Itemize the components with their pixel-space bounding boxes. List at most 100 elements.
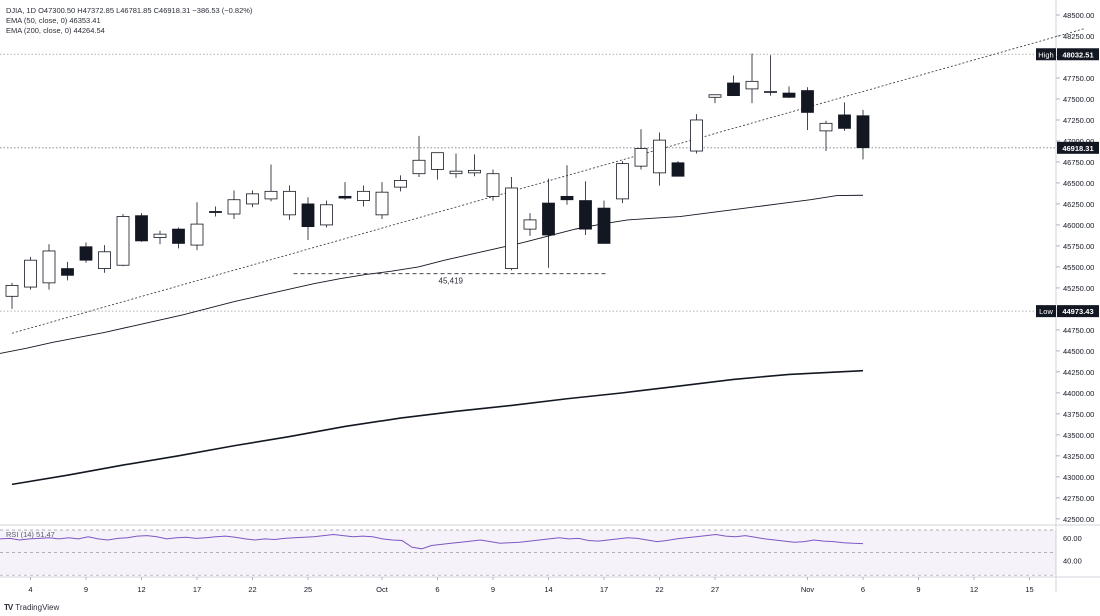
candle-body[interactable] <box>264 190 278 200</box>
rsi-legend[interactable]: RSI (14) 51.47 <box>6 530 55 539</box>
candle-body[interactable] <box>172 228 185 244</box>
candle-body[interactable] <box>560 195 574 201</box>
y-tick-label: 42750.00 <box>1063 494 1094 503</box>
legend-ema200[interactable]: EMA (200, close, 0) 44264.54 <box>6 26 105 35</box>
candle-body[interactable] <box>764 91 777 93</box>
candle-body[interactable] <box>671 162 685 177</box>
candle-body[interactable] <box>819 122 833 132</box>
candle-body[interactable] <box>394 180 407 188</box>
candle-body[interactable] <box>375 191 389 216</box>
y-tick-label: 43250.00 <box>1063 452 1094 461</box>
candle-body[interactable] <box>320 204 333 226</box>
y-tick-label: 44750.00 <box>1063 326 1094 335</box>
x-tick-label: 9 <box>491 585 495 594</box>
candle-body[interactable] <box>283 190 296 216</box>
last-price-value: 46918.31 <box>1062 144 1093 153</box>
candle-body[interactable] <box>782 92 796 98</box>
candle-body[interactable] <box>486 173 500 197</box>
legend-ohlc[interactable]: DJIA, 1D O47300.50 H47372.85 L46781.85 C… <box>6 6 253 15</box>
high-tag-bg <box>1036 48 1056 61</box>
x-tick-label: 4 <box>28 585 32 594</box>
ema50-line[interactable] <box>0 194 864 354</box>
candle-body[interactable] <box>190 223 204 246</box>
candle-body[interactable] <box>708 94 722 98</box>
candle-body[interactable] <box>838 114 851 129</box>
legend-ema50[interactable]: EMA (50, close, 0) 46353.41 <box>6 16 101 25</box>
candle-body[interactable] <box>468 169 481 174</box>
high-tag: High <box>1038 50 1053 59</box>
candle-body[interactable] <box>542 202 555 236</box>
ema200-line[interactable] <box>11 369 864 486</box>
y-tick-label: 45750.00 <box>1063 242 1094 251</box>
rsi-value: 51.47 <box>36 530 55 539</box>
candle-body[interactable] <box>24 259 37 288</box>
x-tick-label: Oct <box>376 585 389 594</box>
tradingview-branding[interactable]: TV TradingView <box>4 603 59 612</box>
candle-body[interactable] <box>523 219 537 230</box>
candle-body[interactable] <box>116 216 130 266</box>
candle-body[interactable] <box>338 195 352 199</box>
brand-name: TradingView <box>15 603 60 612</box>
candle-body[interactable] <box>61 268 74 276</box>
x-tick-label: Nov <box>801 585 815 594</box>
y-tick-label: 48500.00 <box>1063 11 1094 20</box>
candle-body[interactable] <box>246 193 259 205</box>
candle-body[interactable] <box>412 159 426 175</box>
x-tick-label: 17 <box>600 585 608 594</box>
x-tick-label: 14 <box>544 585 552 594</box>
candle-body[interactable] <box>727 82 740 97</box>
candle-body[interactable] <box>745 80 759 90</box>
low-tag: Low <box>1039 307 1053 316</box>
candle-body[interactable] <box>153 233 167 238</box>
candle-body[interactable] <box>5 284 19 297</box>
y-tick-label: 46750.00 <box>1063 158 1094 167</box>
x-tick-label: 9 <box>916 585 920 594</box>
candle-body[interactable] <box>579 200 592 230</box>
candle-body[interactable] <box>209 211 222 213</box>
x-tick-label: 15 <box>1025 585 1033 594</box>
chart-legend: DJIA, 1D O47300.50 H47372.85 L46781.85 C… <box>6 6 252 36</box>
candle-body[interactable] <box>690 119 703 152</box>
candle-body[interactable] <box>653 139 666 174</box>
candle-body[interactable] <box>98 251 111 269</box>
y-tick-label: 45500.00 <box>1063 263 1094 272</box>
rsi-label: RSI (14) <box>6 530 34 539</box>
x-tick-label: 6 <box>861 585 865 594</box>
candle-body[interactable] <box>301 203 315 228</box>
x-tick-label: 12 <box>137 585 145 594</box>
x-tick-label: 12 <box>970 585 978 594</box>
candle-body[interactable] <box>431 152 444 170</box>
low-value: 44973.43 <box>1062 307 1093 316</box>
low-tag-bg <box>1036 305 1056 318</box>
candle-body[interactable] <box>616 163 629 200</box>
x-tick-label: 27 <box>711 585 719 594</box>
candle-body[interactable] <box>357 190 370 201</box>
support-label: 45,419 <box>439 277 464 286</box>
rsi-tick-label: 60.00 <box>1063 534 1082 543</box>
x-tick-label: 17 <box>193 585 201 594</box>
rsi-line[interactable] <box>0 533 864 550</box>
candle-body[interactable] <box>634 148 648 167</box>
y-tick-label: 43750.00 <box>1063 410 1094 419</box>
candle-body[interactable] <box>597 207 611 244</box>
y-tick-label: 44250.00 <box>1063 368 1094 377</box>
candle-body[interactable] <box>801 90 814 113</box>
candle-body[interactable] <box>42 250 56 284</box>
last-price-value-bg <box>1057 141 1099 154</box>
candle-body[interactable] <box>449 170 463 175</box>
rsi-tick-label: 40.00 <box>1063 557 1082 566</box>
y-tick-label: 42500.00 <box>1063 515 1094 524</box>
candle-body[interactable] <box>79 246 93 261</box>
tradingview-logo-icon: TV <box>4 603 13 612</box>
y-tick-label: 48250.00 <box>1063 32 1094 41</box>
y-tick-label: 46500.00 <box>1063 179 1094 188</box>
x-tick-label: 25 <box>304 585 312 594</box>
candle-body[interactable] <box>505 187 518 269</box>
candle-body[interactable] <box>856 115 870 149</box>
candle-body[interactable] <box>135 215 148 242</box>
y-tick-label: 44500.00 <box>1063 347 1094 356</box>
y-tick-label: 43500.00 <box>1063 431 1094 440</box>
candle-body[interactable] <box>227 199 241 215</box>
